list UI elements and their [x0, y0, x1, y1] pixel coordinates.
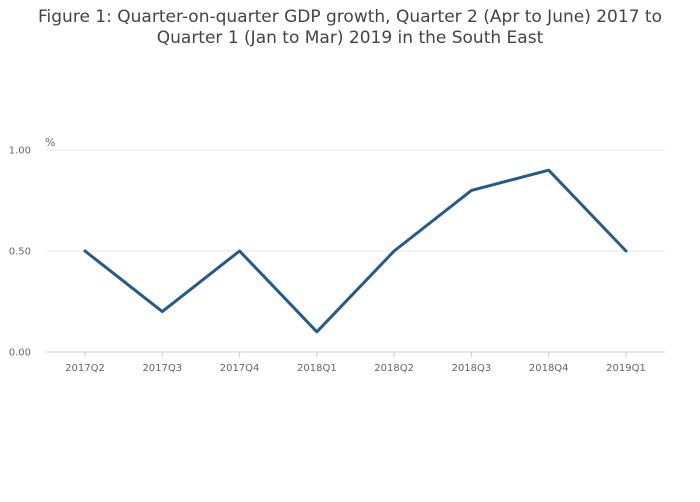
chart-title: Figure 1: Quarter-on-quarter GDP growth,…	[0, 7, 700, 49]
y-tick-label: 1.00	[9, 146, 31, 157]
data-point	[315, 330, 319, 334]
x-tick-label: 2017Q3	[142, 363, 182, 374]
x-tick-label: 2019Q1	[606, 363, 646, 374]
data-point	[469, 188, 473, 192]
x-tick-label: 2018Q3	[452, 363, 492, 374]
chart-title-line-2: Quarter 1 (Jan to Mar) 2019 in the South…	[156, 28, 544, 48]
data-point	[238, 249, 242, 253]
x-tick-label: 2018Q4	[529, 363, 569, 374]
data-point	[83, 249, 87, 253]
data-point	[392, 249, 396, 253]
chart-title-line-1: Figure 1: Quarter-on-quarter GDP growth,…	[38, 7, 662, 27]
data-point	[547, 168, 551, 172]
y-tick-label: 0.50	[9, 247, 31, 258]
x-tick-label: 2017Q2	[65, 363, 105, 374]
x-axis-ticks: 2017Q2 2017Q3 2017Q4 2018Q1 2018Q2 2018Q3 2018…	[65, 352, 646, 374]
x-tick-label: 2018Q1	[297, 363, 337, 374]
y-tick-label: 0.00	[9, 348, 31, 359]
gridlines	[46, 149, 665, 252]
y-axis-ticks: 0.00 0.50 1.00	[9, 146, 31, 359]
series-line	[83, 168, 628, 334]
series-layer	[83, 168, 628, 334]
data-point	[160, 310, 164, 314]
x-tick-label: 2018Q2	[374, 363, 414, 374]
x-tick-label: 2017Q4	[220, 363, 260, 374]
data-point	[624, 249, 628, 253]
y-axis-unit-label: %	[45, 136, 55, 149]
